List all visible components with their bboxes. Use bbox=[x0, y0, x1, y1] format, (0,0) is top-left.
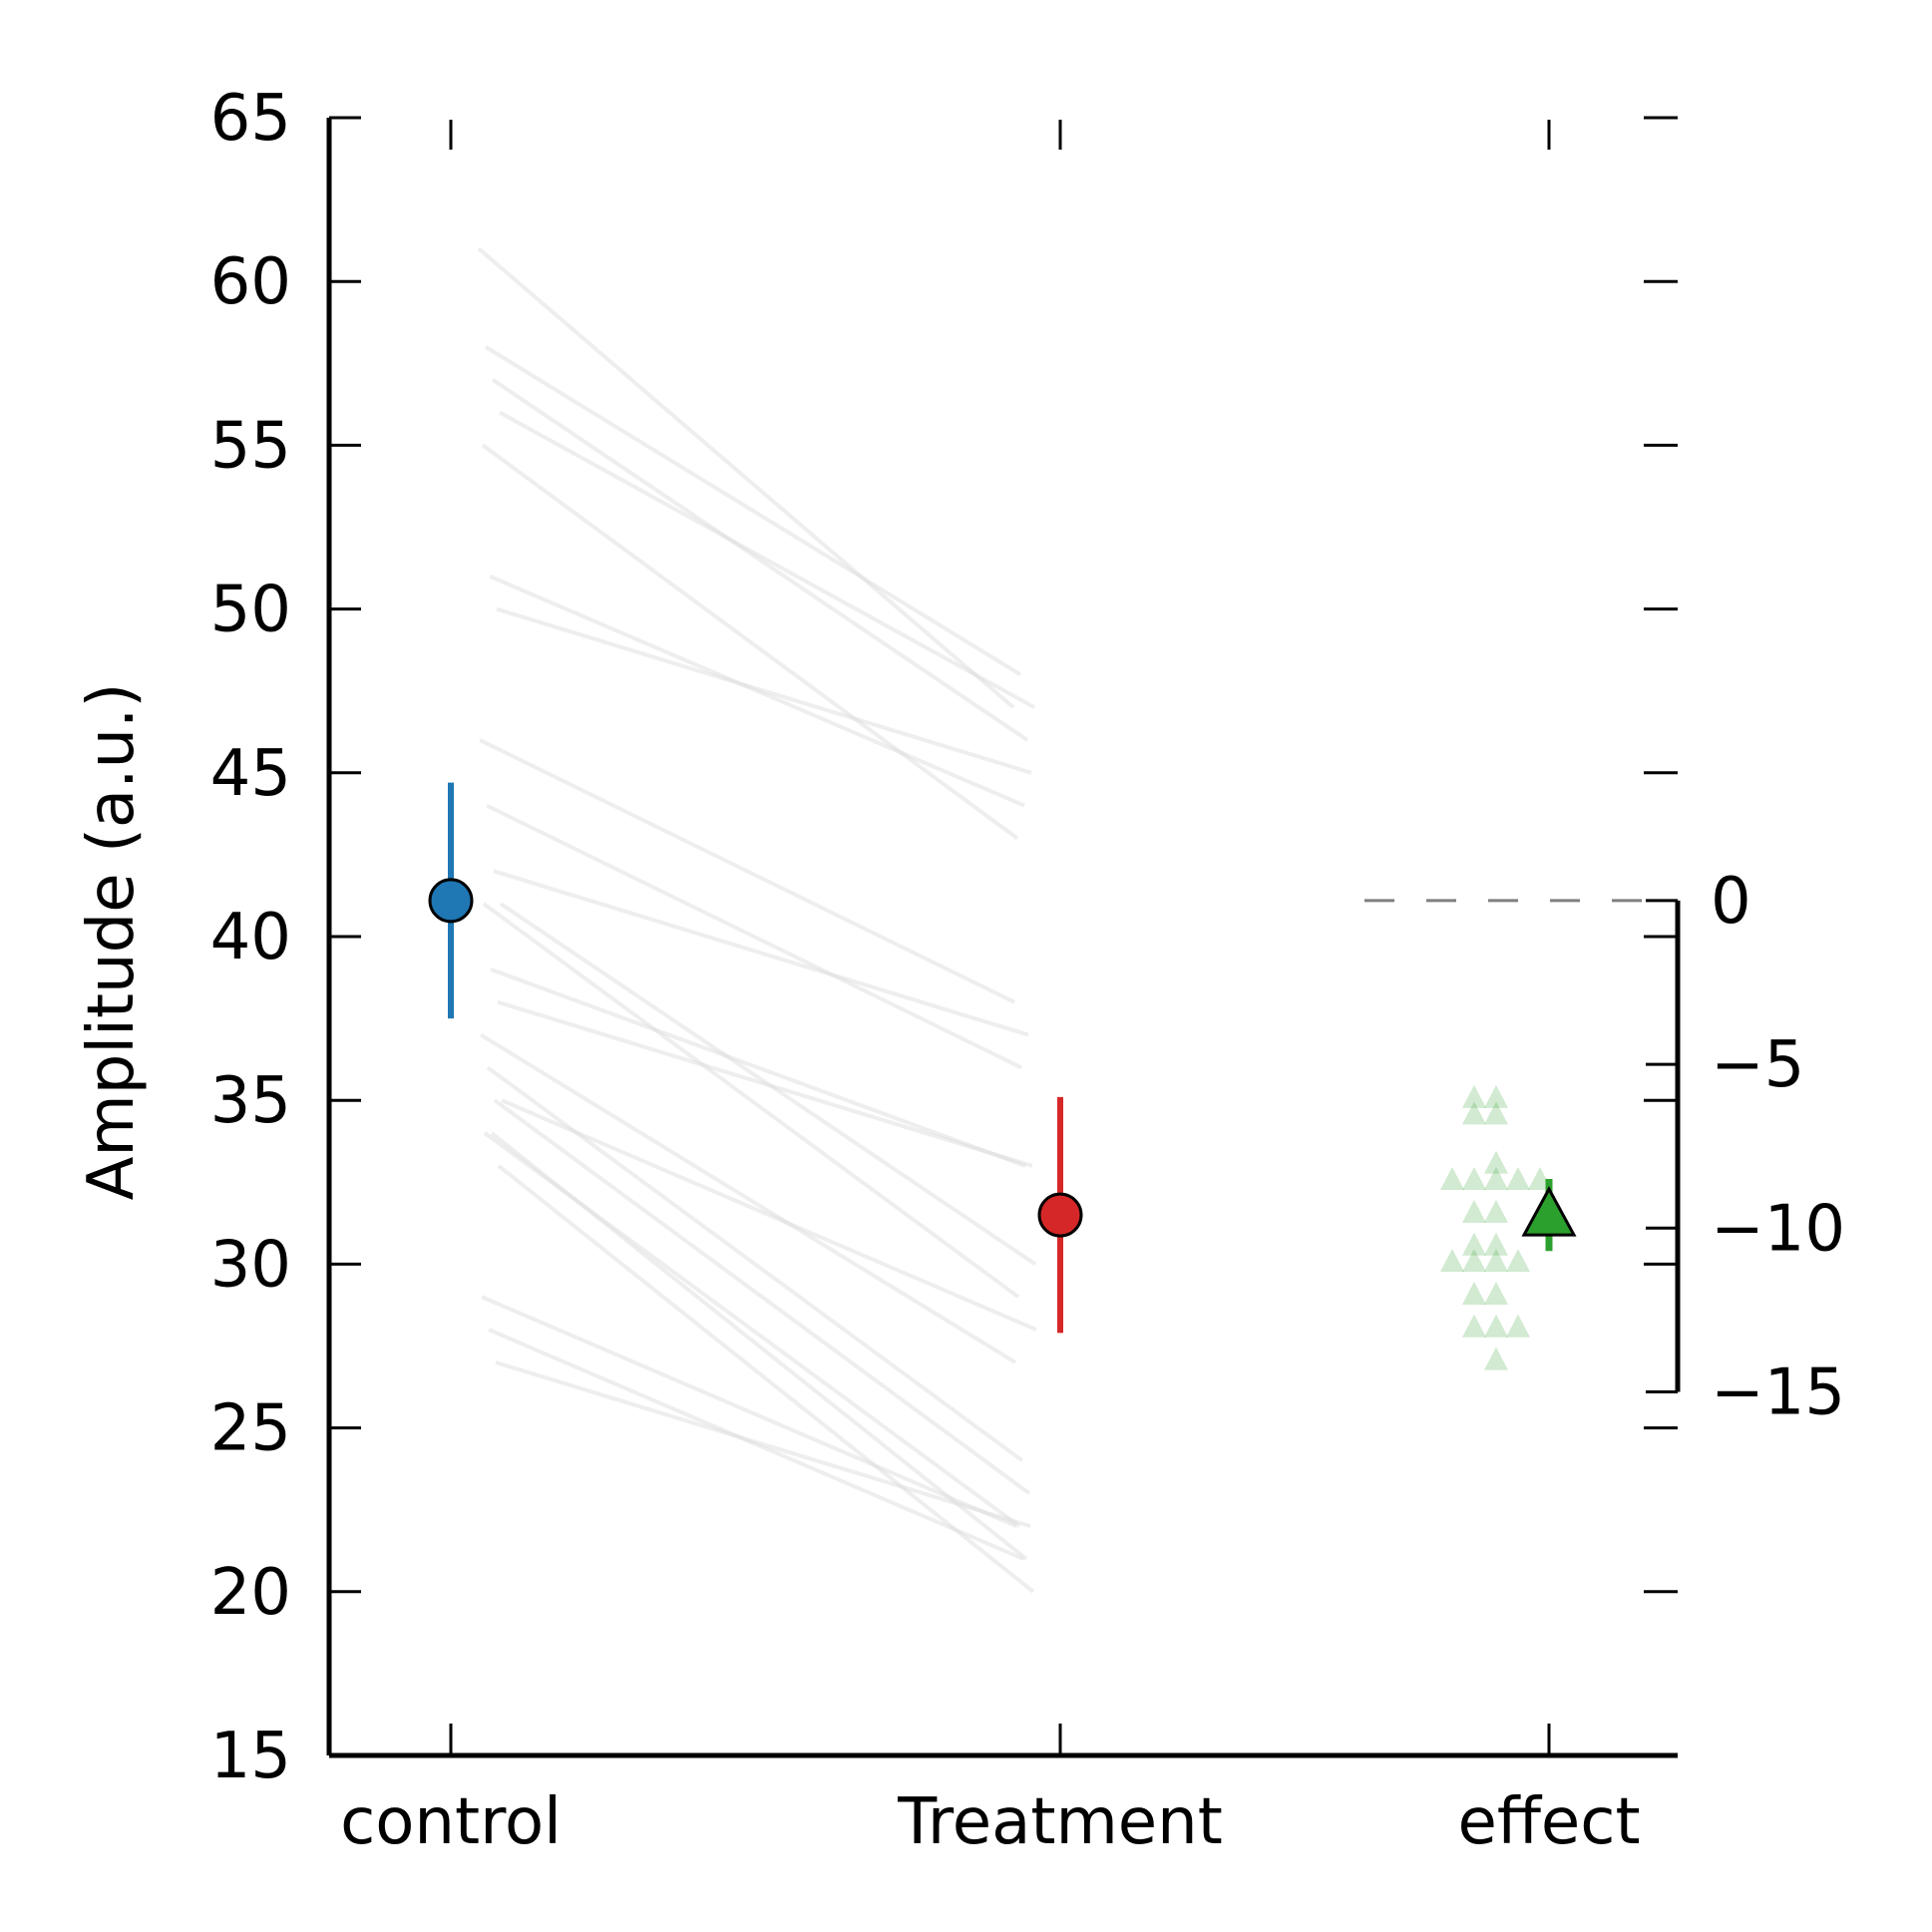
paired-line bbox=[493, 1098, 1031, 1495]
effect-axis-tick-label: −5 bbox=[1711, 1028, 1804, 1102]
paired-line bbox=[479, 1032, 1017, 1364]
paired-line bbox=[501, 1098, 1037, 1332]
effect-point bbox=[1440, 1249, 1464, 1273]
paired-line bbox=[481, 1295, 1017, 1528]
effect-point bbox=[1462, 1314, 1486, 1338]
mean-marker-control bbox=[428, 878, 474, 924]
paired-line bbox=[490, 966, 1026, 1168]
paired-line bbox=[491, 378, 1029, 742]
paired-line bbox=[479, 738, 1015, 1004]
effect-point bbox=[1484, 1150, 1508, 1174]
paired-line bbox=[486, 803, 1022, 1070]
effect-mean-marker bbox=[1521, 1185, 1577, 1237]
paired-line bbox=[496, 606, 1032, 775]
effect-points-layer bbox=[1440, 1084, 1552, 1370]
y-tick-label: 15 bbox=[210, 1720, 291, 1793]
effect-point bbox=[1462, 1101, 1486, 1125]
mean-marker-treatment bbox=[1037, 1192, 1083, 1238]
paired-line bbox=[499, 410, 1035, 709]
paired-line bbox=[486, 1065, 1024, 1463]
effect-axis-tick-label: 0 bbox=[1711, 865, 1751, 939]
y-tick-label: 55 bbox=[210, 409, 291, 483]
paired-lines-layer bbox=[477, 246, 1037, 1594]
effect-point bbox=[1462, 1199, 1486, 1223]
y-tick-label: 65 bbox=[210, 82, 291, 156]
effect-point bbox=[1506, 1249, 1530, 1273]
effect-point bbox=[1484, 1347, 1508, 1370]
y-tick-label: 20 bbox=[210, 1556, 291, 1630]
effect-point bbox=[1484, 1314, 1508, 1338]
effect-axis-tick-label: −15 bbox=[1711, 1355, 1845, 1429]
paired-line bbox=[489, 574, 1025, 808]
effect-point bbox=[1462, 1084, 1486, 1108]
paired-line bbox=[495, 1360, 1031, 1529]
paired-line bbox=[477, 246, 1015, 709]
effect-point bbox=[1484, 1281, 1508, 1305]
paired-line bbox=[488, 1328, 1024, 1561]
y-axis-label: Amplitude (a.u.) bbox=[75, 683, 149, 1201]
y-tick-label: 35 bbox=[210, 1064, 291, 1138]
effect-point bbox=[1484, 1232, 1508, 1256]
effect-point bbox=[1484, 1249, 1508, 1273]
paired-line bbox=[481, 443, 1019, 841]
x-tick-label: Treatment bbox=[897, 1785, 1223, 1859]
paired-line bbox=[499, 902, 1037, 1267]
paired-line bbox=[497, 1164, 1035, 1594]
y-tick-label: 40 bbox=[210, 901, 291, 974]
x-tick-label: effect bbox=[1457, 1785, 1640, 1859]
effect-point bbox=[1506, 1314, 1530, 1338]
y-tick-label: 45 bbox=[210, 737, 291, 811]
paired-line bbox=[497, 999, 1033, 1168]
effect-point bbox=[1462, 1281, 1486, 1305]
summary-layer bbox=[428, 782, 1577, 1334]
effect-point bbox=[1484, 1101, 1508, 1125]
y-tick-label: 25 bbox=[210, 1392, 291, 1466]
axes-layer: 15 20 25 30 35 40 45 50 55 60 65 control Treatment ef… bbox=[210, 82, 1846, 1859]
paired-line bbox=[493, 869, 1029, 1037]
effect-point bbox=[1462, 1167, 1486, 1191]
effect-point bbox=[1484, 1167, 1508, 1191]
paired-line bbox=[482, 902, 1020, 1299]
paired-line bbox=[483, 1131, 1021, 1528]
x-tick-label: control bbox=[340, 1785, 562, 1859]
y-tick-label: 50 bbox=[210, 574, 291, 647]
effect-point bbox=[1484, 1199, 1508, 1223]
effect-point bbox=[1462, 1249, 1486, 1273]
y-tick-label: 30 bbox=[210, 1228, 291, 1302]
effect-point bbox=[1506, 1167, 1530, 1191]
paired-line bbox=[484, 345, 1022, 676]
effect-axis-tick-label: −10 bbox=[1711, 1192, 1845, 1266]
effect-point bbox=[1484, 1084, 1508, 1108]
paired-line bbox=[490, 1131, 1028, 1561]
effect-point bbox=[1462, 1232, 1486, 1256]
y-tick-label: 60 bbox=[210, 245, 291, 319]
effect-point bbox=[1440, 1167, 1464, 1191]
